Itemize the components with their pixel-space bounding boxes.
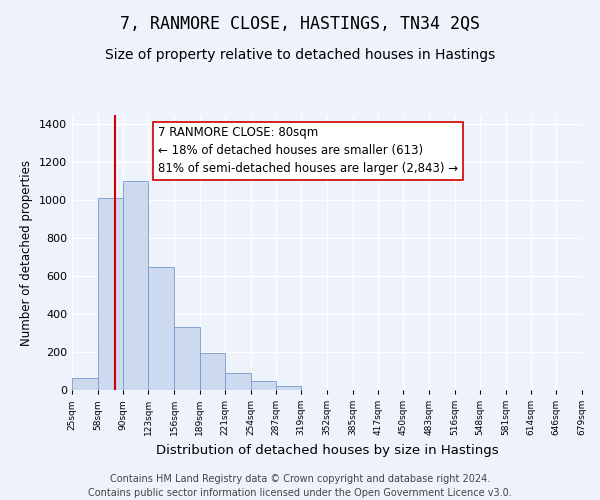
X-axis label: Distribution of detached houses by size in Hastings: Distribution of detached houses by size … (155, 444, 499, 456)
Text: 7 RANMORE CLOSE: 80sqm
← 18% of detached houses are smaller (613)
81% of semi-de: 7 RANMORE CLOSE: 80sqm ← 18% of detached… (158, 126, 458, 176)
Bar (251, 381, 277, 390)
Bar (148, 266, 174, 390)
Bar (122, 182, 148, 390)
Bar (174, 328, 200, 390)
Bar (277, 386, 301, 390)
Text: 7, RANMORE CLOSE, HASTINGS, TN34 2QS: 7, RANMORE CLOSE, HASTINGS, TN34 2QS (120, 15, 480, 33)
Bar (200, 353, 225, 390)
Bar (72, 378, 98, 390)
Bar (98, 198, 122, 390)
Text: Contains HM Land Registry data © Crown copyright and database right 2024.
Contai: Contains HM Land Registry data © Crown c… (88, 474, 512, 498)
Text: Size of property relative to detached houses in Hastings: Size of property relative to detached ho… (105, 48, 495, 62)
Y-axis label: Number of detached properties: Number of detached properties (20, 160, 34, 346)
Bar (225, 373, 251, 390)
